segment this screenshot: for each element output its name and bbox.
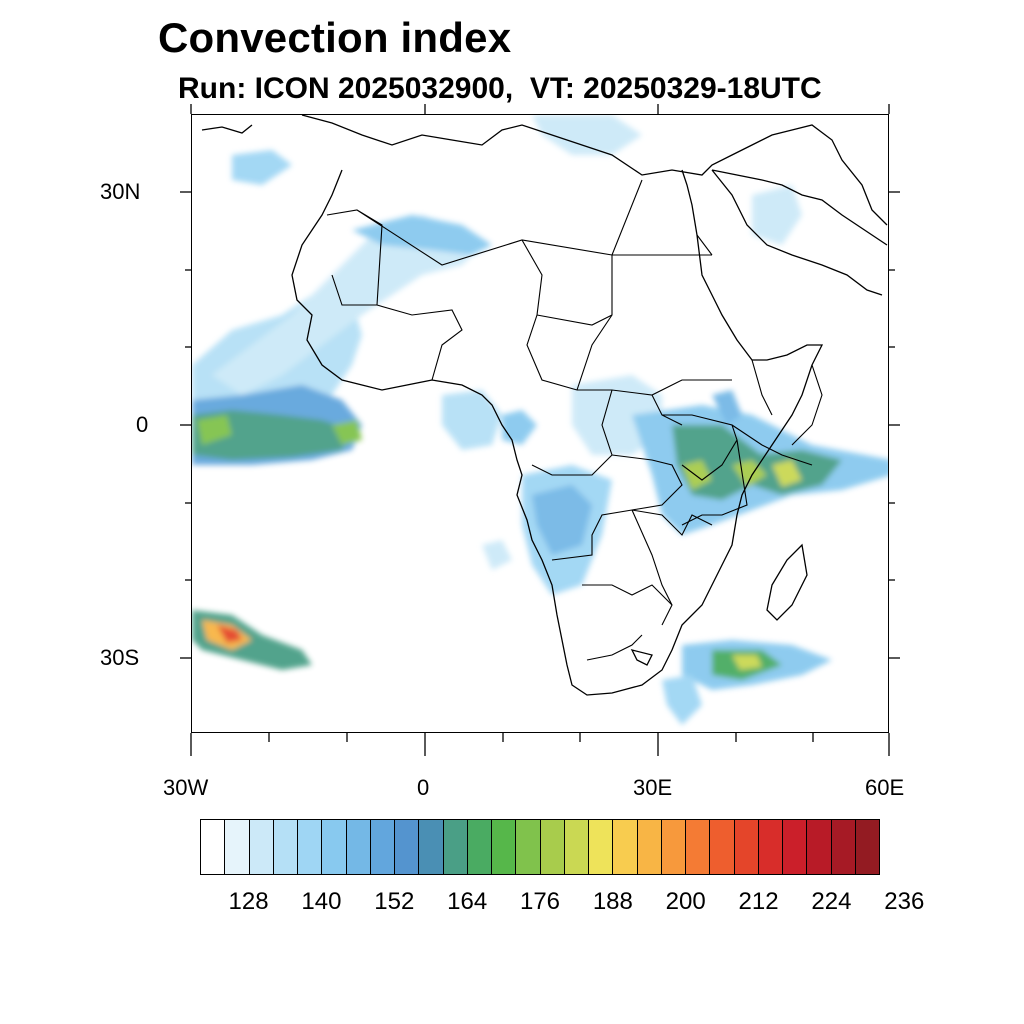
colorbar-tick-label: 200 <box>665 888 706 915</box>
colorbar-swatch <box>298 820 323 874</box>
lon-label-30w: 30W <box>163 775 209 800</box>
colorbar-tick-label: 152 <box>374 888 415 915</box>
lat-label-30n: 30N <box>100 179 141 204</box>
colorbar-swatch <box>831 820 856 874</box>
colorbar-swatch <box>661 820 686 874</box>
colorbar-swatch <box>370 820 395 874</box>
colorbar-swatch <box>758 820 783 874</box>
colorbar-tick-label: 212 <box>738 888 779 915</box>
colorbar-swatch <box>273 820 298 874</box>
colorbar-swatch <box>395 820 420 874</box>
lon-label-0: 0 <box>417 775 430 800</box>
map-plot-area <box>191 114 889 733</box>
colorbar-swatch <box>540 820 565 874</box>
colorbar-swatch <box>589 820 614 874</box>
lon-label-30e: 30E <box>633 775 673 800</box>
colorbar-tick-label: 176 <box>519 888 561 915</box>
colorbar-swatch <box>201 820 226 874</box>
colorbar-swatch <box>249 820 274 874</box>
colorbar-swatch <box>322 820 347 874</box>
colorbar-swatch <box>686 820 711 874</box>
colorbar-swatch <box>734 820 759 874</box>
colorbar-swatch <box>443 820 468 874</box>
colorbar-swatch <box>613 820 638 874</box>
lat-label-0: 0 <box>136 412 149 437</box>
colorbar-swatch <box>467 820 492 874</box>
africa-map <box>192 115 888 725</box>
colorbar-tick-label: 236 <box>884 888 925 915</box>
colorbar-swatch <box>855 820 879 874</box>
colorbar-swatch <box>807 820 832 874</box>
colorbar-swatch <box>637 820 662 874</box>
lon-label-60e: 60E <box>865 775 905 800</box>
lat-label-30s: 30S <box>100 645 140 670</box>
coastlines <box>201 115 888 696</box>
country-borders <box>326 179 823 661</box>
colorbar-swatch <box>419 820 444 874</box>
colorbar-swatch <box>492 820 517 874</box>
colorbar-swatch <box>564 820 589 874</box>
colorbar-swatch <box>225 820 250 874</box>
colorbar-tick-label: 188 <box>592 888 633 915</box>
colorbar <box>200 819 880 875</box>
colorbar-tick-label: 128 <box>228 888 269 915</box>
colorbar-tick-label: 164 <box>447 888 488 915</box>
colorbar-tick-label: 140 <box>301 888 342 915</box>
map-title: Convection index <box>158 14 512 61</box>
colorbar-tick-label: 224 <box>811 888 852 915</box>
colorbar-labels: 128 140 152 164 176 188 200 212 224 236 <box>0 888 1024 918</box>
colorbar-swatch <box>783 820 808 874</box>
colorbar-swatch <box>346 820 371 874</box>
map-subtitle: Run: ICON 2025032900, VT: 20250329-18UTC <box>178 72 822 105</box>
colorbar-swatch <box>710 820 735 874</box>
colorbar-swatch <box>516 820 541 874</box>
